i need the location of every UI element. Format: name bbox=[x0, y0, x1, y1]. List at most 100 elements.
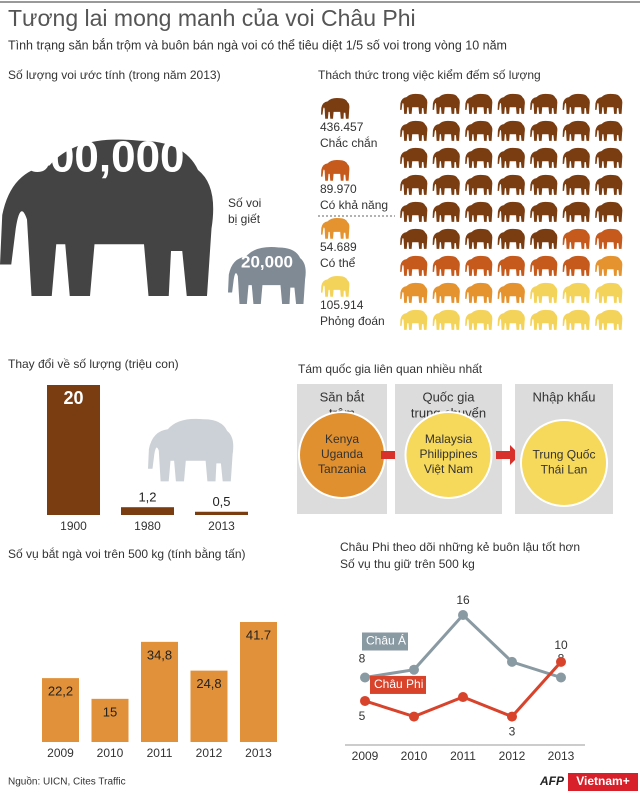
x-tick-label: 2010 bbox=[401, 749, 428, 763]
elephant-icon bbox=[465, 120, 493, 141]
column-header: Nhập khẩu bbox=[533, 389, 596, 404]
value-label: 1,2 bbox=[138, 490, 156, 505]
elephant-icon bbox=[530, 120, 558, 141]
legend-box bbox=[370, 675, 426, 694]
elephant-icon bbox=[400, 201, 428, 222]
value-label: 22,2 bbox=[48, 684, 73, 699]
point bbox=[507, 656, 517, 667]
elephant-icon bbox=[432, 93, 460, 114]
subtitle: Tình trạng săn bắn trộm và buôn bán ngà … bbox=[8, 37, 507, 52]
elephant-icon bbox=[400, 147, 428, 168]
source: Nguồn: UICN, Cites Traffic bbox=[8, 776, 126, 788]
value-label: 0,5 bbox=[212, 494, 230, 509]
elephant-icon bbox=[562, 93, 590, 114]
elephant-icon bbox=[595, 174, 623, 195]
value-label: 16 bbox=[456, 593, 470, 607]
elephant-icon bbox=[400, 174, 428, 195]
ghost-elephant bbox=[148, 418, 234, 482]
estimate-label: Có thể bbox=[320, 256, 356, 270]
title: Tương lai mong manh của voi Châu Phi bbox=[8, 5, 416, 31]
country: Trung Quốc bbox=[533, 448, 596, 462]
elephant-icon bbox=[562, 201, 590, 222]
elephant-icon bbox=[562, 147, 590, 168]
elephant-icon bbox=[595, 120, 623, 141]
point bbox=[458, 692, 468, 703]
agency: AFP bbox=[539, 774, 565, 788]
x-tick-label: 2012 bbox=[499, 749, 526, 763]
estimate-label: Phỏng đoán bbox=[320, 314, 385, 328]
bar bbox=[195, 511, 248, 515]
elephant-icon bbox=[497, 228, 525, 249]
elephant-icon bbox=[497, 309, 525, 330]
elephant-icon bbox=[432, 228, 460, 249]
estimate-label: Có khả năng bbox=[320, 198, 388, 212]
brand: Vietnam+ bbox=[576, 774, 629, 788]
elephant-icon bbox=[530, 174, 558, 195]
elephant-icon bbox=[530, 255, 558, 276]
elephant-icon bbox=[432, 147, 460, 168]
elephant-icon bbox=[497, 282, 525, 303]
point bbox=[507, 711, 517, 722]
elephant-icon bbox=[530, 282, 558, 303]
elephant-icon bbox=[562, 309, 590, 330]
section-title: Thách thức trong việc kiểm đếm số lượng bbox=[318, 68, 541, 82]
killed-label: Số voi bbox=[228, 196, 261, 210]
elephant-icon bbox=[497, 120, 525, 141]
elephant-icon bbox=[562, 255, 590, 276]
elephant-icon bbox=[432, 282, 460, 303]
x-tick-label: 2013 bbox=[245, 746, 272, 760]
legend-icon bbox=[321, 217, 350, 239]
legend-icon bbox=[321, 275, 350, 297]
elephant-icon bbox=[595, 228, 623, 249]
country: Kenya bbox=[325, 432, 359, 446]
elephant-icon bbox=[465, 201, 493, 222]
section-title: Số lượng voi ước tính (trong năm 2013) bbox=[8, 68, 221, 82]
elephant-icon bbox=[497, 93, 525, 114]
x-tick-label: 2010 bbox=[97, 746, 124, 760]
column-header: Quốc gia bbox=[422, 389, 475, 404]
killed-label: bị giết bbox=[228, 212, 261, 226]
elephant-icon bbox=[497, 201, 525, 222]
estimate-label: Chắc chắn bbox=[320, 135, 377, 150]
elephant-icon bbox=[595, 147, 623, 168]
value-label: 41.7 bbox=[246, 627, 271, 642]
total: 500,000 bbox=[25, 133, 184, 182]
country: Thái Lan bbox=[541, 463, 588, 477]
value-label: 15 bbox=[103, 704, 117, 719]
point bbox=[409, 664, 419, 675]
elephant-icon bbox=[595, 255, 623, 276]
bar bbox=[141, 641, 178, 742]
elephant-icon bbox=[562, 282, 590, 303]
elephant-icon bbox=[530, 147, 558, 168]
legend-label: Châu Phi bbox=[374, 677, 423, 691]
elephant-icon bbox=[530, 228, 558, 249]
elephant-icon bbox=[497, 147, 525, 168]
elephant-icon bbox=[595, 201, 623, 222]
x-tick-label: 2013 bbox=[208, 519, 235, 533]
elephant-icon bbox=[432, 255, 460, 276]
elephant-icon bbox=[595, 282, 623, 303]
point bbox=[409, 711, 419, 722]
elephant-icon bbox=[595, 309, 623, 330]
value-label: 10 bbox=[554, 638, 568, 652]
value-label: 5 bbox=[359, 709, 366, 723]
elephant-icon bbox=[400, 228, 428, 249]
country-circle bbox=[404, 411, 493, 499]
country: Philippines bbox=[419, 447, 477, 461]
country: Uganda bbox=[321, 447, 363, 461]
country: Malaysia bbox=[425, 432, 473, 446]
section-title: Tám quốc gia liên quan nhiều nhất bbox=[298, 362, 483, 376]
elephant-icon bbox=[400, 93, 428, 114]
countries: Tám quốc gia liên quan nhiều nhất Săn bắ… bbox=[297, 362, 613, 514]
elephant-icon bbox=[432, 174, 460, 195]
bar bbox=[190, 670, 228, 742]
elephant-icon bbox=[465, 228, 493, 249]
legend-label: Châu Á bbox=[366, 633, 406, 648]
point bbox=[360, 672, 370, 683]
x-tick-label: 2009 bbox=[47, 746, 74, 760]
bar bbox=[47, 385, 100, 515]
bar bbox=[42, 678, 79, 742]
country-circle bbox=[520, 419, 608, 507]
value-label: 34,8 bbox=[147, 647, 172, 662]
